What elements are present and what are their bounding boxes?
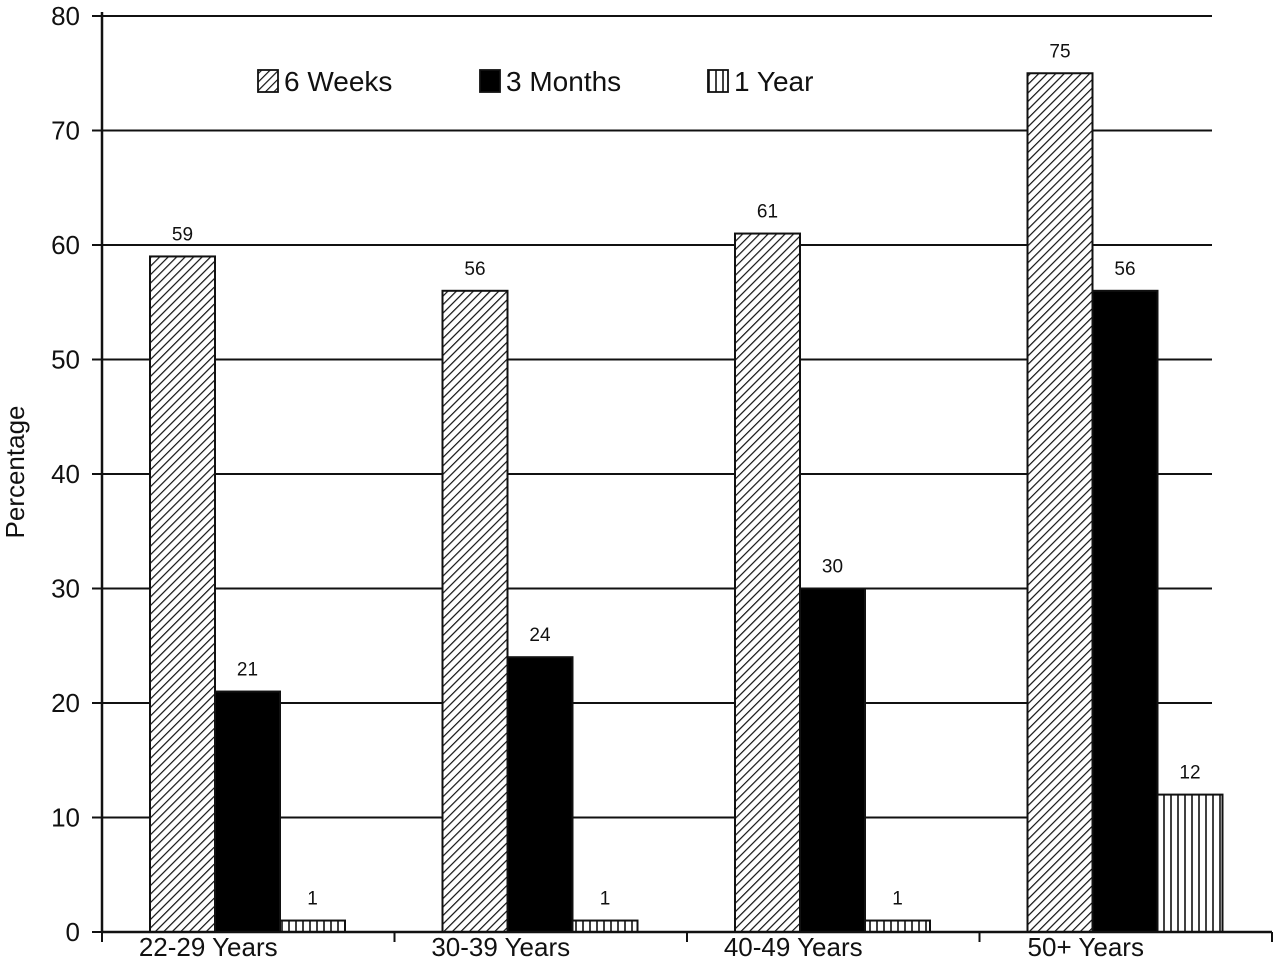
data-labels: 59 21 1 56 24 1 61 30 1 75 56 12 <box>172 41 1201 909</box>
y-tick-label: 10 <box>51 803 80 833</box>
y-tick-label: 0 <box>66 917 80 947</box>
data-label: 56 <box>1114 259 1135 280</box>
bar-3-months-3 <box>1091 289 1159 933</box>
y-tick-label: 30 <box>51 574 80 604</box>
data-label: 59 <box>172 224 193 245</box>
bar-6-weeks-2 <box>734 232 801 934</box>
data-label: 75 <box>1049 41 1070 62</box>
y-tick-label: 80 <box>51 1 80 31</box>
y-tick-label: 70 <box>51 116 80 146</box>
data-label: 1 <box>307 889 318 910</box>
bar-3-months-1 <box>506 656 574 933</box>
data-label: 61 <box>757 202 778 223</box>
legend: 6 Weeks 3 Months 1 Year <box>257 66 813 97</box>
legend-label: 3 Months <box>506 66 621 97</box>
bar-6-weeks-3 <box>1026 72 1094 933</box>
data-label: 56 <box>464 259 485 280</box>
legend-label: 1 Year <box>734 66 813 97</box>
x-category-label: 22-29 Years <box>139 932 278 961</box>
legend-label: 6 Weeks <box>284 66 392 97</box>
legend-swatch-3-months <box>479 69 501 93</box>
y-tick-label: 40 <box>51 459 80 489</box>
bar-6-weeks-1 <box>441 289 509 933</box>
data-label: 24 <box>529 625 551 646</box>
x-category-label: 50+ Years <box>1028 932 1144 961</box>
legend-swatch-1-year <box>707 69 729 93</box>
y-tick-label: 20 <box>51 688 80 718</box>
bar-3-months-0 <box>214 690 281 933</box>
data-label: 30 <box>822 557 843 578</box>
bar-6-weeks-0 <box>149 255 216 933</box>
x-category-label: 40-49 Years <box>724 932 863 961</box>
bar-3-months-2 <box>799 587 866 933</box>
y-tick-label: 50 <box>51 345 80 375</box>
bars <box>149 72 1224 934</box>
data-label: 12 <box>1179 763 1200 784</box>
axes: 0 10 20 30 40 50 60 70 80 22-29 Years 30-39 Years 4… <box>51 1 1273 961</box>
data-label: 1 <box>892 889 903 910</box>
y-axis-title: Percentage <box>0 406 30 539</box>
legend-swatch-6-weeks <box>257 69 279 93</box>
data-label: 1 <box>600 889 611 910</box>
bar-1-year-1 <box>571 919 639 933</box>
y-tick-label: 60 <box>51 230 80 260</box>
bar-1-year-0 <box>279 919 346 933</box>
gridlines <box>102 15 1212 819</box>
x-category-label: 30-39 Years <box>431 932 570 961</box>
bar-1-year-3 <box>1156 793 1224 933</box>
bar-1-year-2 <box>864 919 931 933</box>
data-label: 21 <box>237 660 258 681</box>
